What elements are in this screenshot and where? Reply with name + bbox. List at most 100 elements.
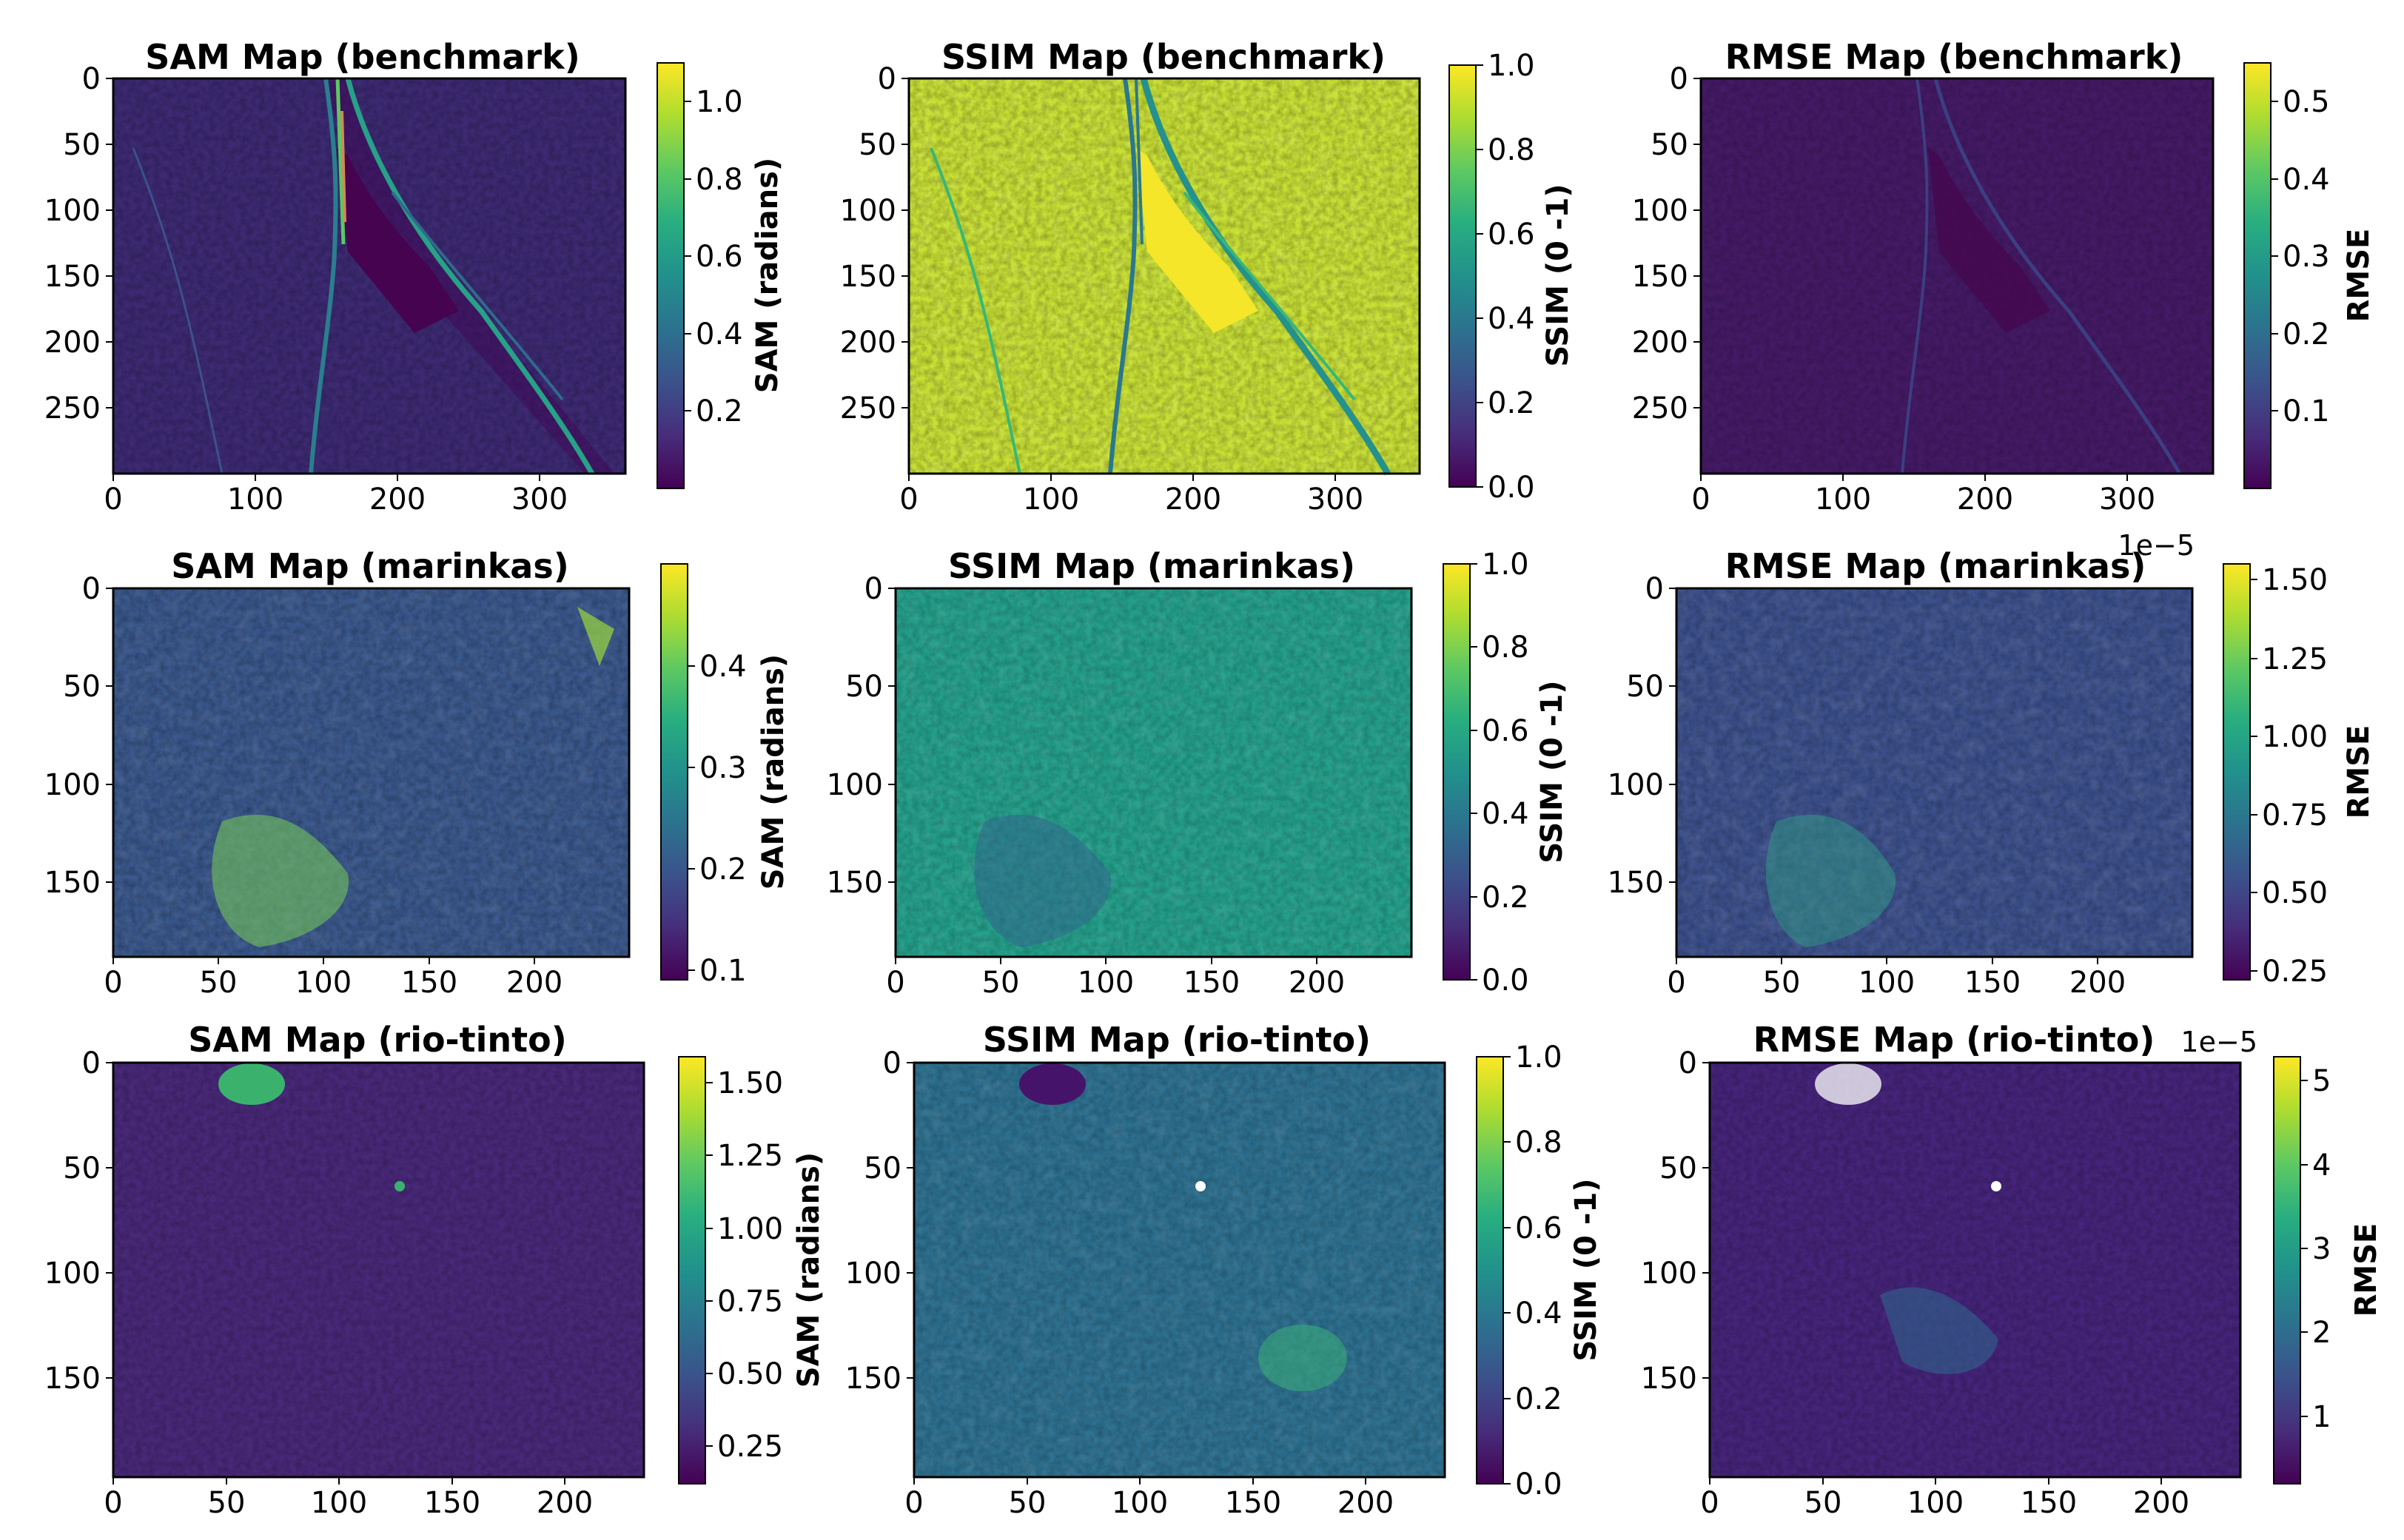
x-tick-label: 200 xyxy=(537,1486,593,1520)
x-axis: 0 50 100 150 200 xyxy=(904,1477,1394,1520)
heatmap-image xyxy=(112,587,631,958)
x-tick-label: 200 xyxy=(2069,966,2126,1000)
colorbar-tick-label: 0.3 xyxy=(2283,240,2330,274)
colorbar-label: RMSE xyxy=(2342,229,2376,323)
x-tick-label: 50 xyxy=(1763,966,1801,1000)
x-tick-label: 50 xyxy=(982,966,1020,1000)
colorbar-label: RMSE xyxy=(2342,725,2376,819)
y-tick-label: 0 xyxy=(878,62,896,96)
y-tick-label: 100 xyxy=(840,194,896,228)
panel-rmse-marinkas: RMSE Map (marinkas) 0 50 100 150 200 0 xyxy=(1608,529,2376,1000)
x-tick-label: 50 xyxy=(1009,1486,1047,1520)
colorbar-tick-label: 0.50 xyxy=(717,1357,783,1391)
y-tick-label: 50 xyxy=(859,128,896,162)
colorbar-tick-label: 0.4 xyxy=(2283,163,2330,197)
y-tick-label: 100 xyxy=(44,768,101,802)
y-tick-label: 50 xyxy=(864,1151,902,1186)
y-tick-label: 50 xyxy=(63,1151,101,1186)
x-tick-label: 150 xyxy=(2021,1486,2077,1520)
colorbar-tick-label: 0.0 xyxy=(1488,471,1535,505)
x-tick-label: 100 xyxy=(227,482,283,517)
colorbar-tick-label: 0.4 xyxy=(696,317,743,352)
y-axis: 0 50 100 150 200 250 xyxy=(840,62,909,426)
panel-title: SSIM Map (benchmark) xyxy=(941,37,1386,77)
x-tick-label: 0 xyxy=(1700,1486,1719,1520)
heatmap-image xyxy=(112,77,627,475)
colorbar-tick-label: 0.2 xyxy=(1488,386,1535,420)
colorbar-tick-label: 0.8 xyxy=(696,163,743,197)
x-tick-label: 0 xyxy=(904,1486,923,1520)
y-axis: 0 50 100 150 xyxy=(1641,1046,1710,1396)
panel-sam-rio-tinto: SAM Map (rio-tinto) 0 50 100 150 200 0 xyxy=(44,1020,826,1520)
x-tick-label: 0 xyxy=(1667,966,1685,1000)
colorbar-tick-label: 5 xyxy=(2312,1064,2331,1098)
y-tick-label: 100 xyxy=(827,768,883,802)
panel-sam-marinkas: SAM Map (marinkas) 0 50 100 150 200 xyxy=(44,546,790,1000)
x-axis: 0 100 200 300 xyxy=(104,474,568,517)
x-tick-label: 0 xyxy=(104,1486,122,1520)
heatmap-image xyxy=(112,1061,645,1479)
panel-ssim-benchmark: SSIM Map (benchmark) 0 100 200 300 xyxy=(840,37,1575,517)
colorbar-tick-label: 1.0 xyxy=(1515,1040,1562,1075)
panel-rmse-rio-tinto: RMSE Map (rio-tinto) 0 50 100 150 200 xyxy=(1641,1020,2383,1520)
heatmap-image xyxy=(894,587,1413,958)
x-tick-label: 100 xyxy=(1815,482,1871,517)
x-tick-label: 100 xyxy=(1112,1486,1168,1520)
panel-ssim-marinkas: SSIM Map (marinkas) 0 50 100 150 200 0 xyxy=(827,546,1569,1000)
colorbar-tick-label: 1.0 xyxy=(1482,548,1529,582)
x-axis: 0 50 100 150 200 xyxy=(104,1477,593,1520)
y-tick-label: 50 xyxy=(63,128,101,162)
x-tick-label: 200 xyxy=(2133,1486,2189,1520)
y-tick-label: 150 xyxy=(44,866,101,900)
colorbar-tick-label: 0.2 xyxy=(696,394,743,428)
y-tick-label: 150 xyxy=(1632,260,1688,294)
x-tick-label: 0 xyxy=(104,966,122,1000)
heatmap-image xyxy=(1675,587,2194,958)
y-tick-label: 0 xyxy=(864,572,883,606)
y-tick-label: 50 xyxy=(1626,670,1664,704)
colorbar-tick-label: 0.1 xyxy=(699,954,747,988)
colorbar-tick-label: 1.00 xyxy=(2262,720,2328,754)
colorbar-label: RMSE xyxy=(2349,1223,2383,1317)
x-tick-label: 200 xyxy=(1957,482,2013,517)
x-axis: 0 100 200 300 xyxy=(899,474,1363,517)
colorbar: 1e−5 1 2 3 4 5 RMSE xyxy=(2180,1026,2383,1484)
colorbar-tick-label: 1.50 xyxy=(717,1066,783,1100)
colorbar-tick-label: 0.2 xyxy=(1515,1382,1562,1416)
colorbar-label: SAM (radians) xyxy=(792,1152,826,1388)
colorbar-tick-label: 0.8 xyxy=(1482,631,1529,665)
y-axis: 0 50 100 150 200 250 xyxy=(44,62,113,426)
y-tick-label: 100 xyxy=(1632,194,1688,228)
colorbar-tick-label: 1.00 xyxy=(717,1212,783,1246)
y-tick-label: 150 xyxy=(44,1362,101,1396)
colorbar-label: SAM (radians) xyxy=(751,158,785,393)
y-tick-label: 250 xyxy=(1632,391,1688,426)
x-axis: 0 50 100 150 200 xyxy=(1667,957,2126,1000)
y-tick-label: 50 xyxy=(845,670,883,704)
x-tick-label: 300 xyxy=(511,482,568,517)
x-tick-label: 100 xyxy=(295,966,352,1000)
x-tick-label: 0 xyxy=(886,966,904,1000)
y-tick-label: 0 xyxy=(883,1046,902,1080)
colorbar-tick-label: 0.6 xyxy=(696,240,743,274)
heatmap-image xyxy=(1699,77,2215,475)
colorbar-tick-label: 0.75 xyxy=(717,1285,783,1319)
x-tick-label: 200 xyxy=(1165,482,1221,517)
panel-title: SAM Map (rio-tinto) xyxy=(188,1020,567,1060)
y-tick-label: 150 xyxy=(1608,866,1664,900)
colorbar-label: SSIM (0 -1) xyxy=(1535,680,1569,863)
colorbar: 0.2 0.4 0.6 0.8 1.0 SAM (radians) xyxy=(657,62,785,489)
colorbar-tick-label: 0.8 xyxy=(1515,1126,1562,1160)
x-tick-label: 200 xyxy=(1289,966,1345,1000)
y-tick-label: 150 xyxy=(44,260,101,294)
colorbar-tick-label: 0.75 xyxy=(2262,798,2328,833)
colorbar-tick-label: 0.4 xyxy=(1515,1297,1562,1331)
colorbar-tick-label: 1.0 xyxy=(696,85,743,119)
y-tick-label: 200 xyxy=(1632,326,1688,360)
heatmap-image xyxy=(1708,1061,2242,1479)
x-tick-label: 50 xyxy=(208,1486,246,1520)
x-tick-label: 200 xyxy=(1337,1486,1394,1520)
colorbar-tick-label: 0.5 xyxy=(2283,85,2330,119)
y-tick-label: 50 xyxy=(1651,128,1688,162)
x-tick-label: 50 xyxy=(200,966,238,1000)
